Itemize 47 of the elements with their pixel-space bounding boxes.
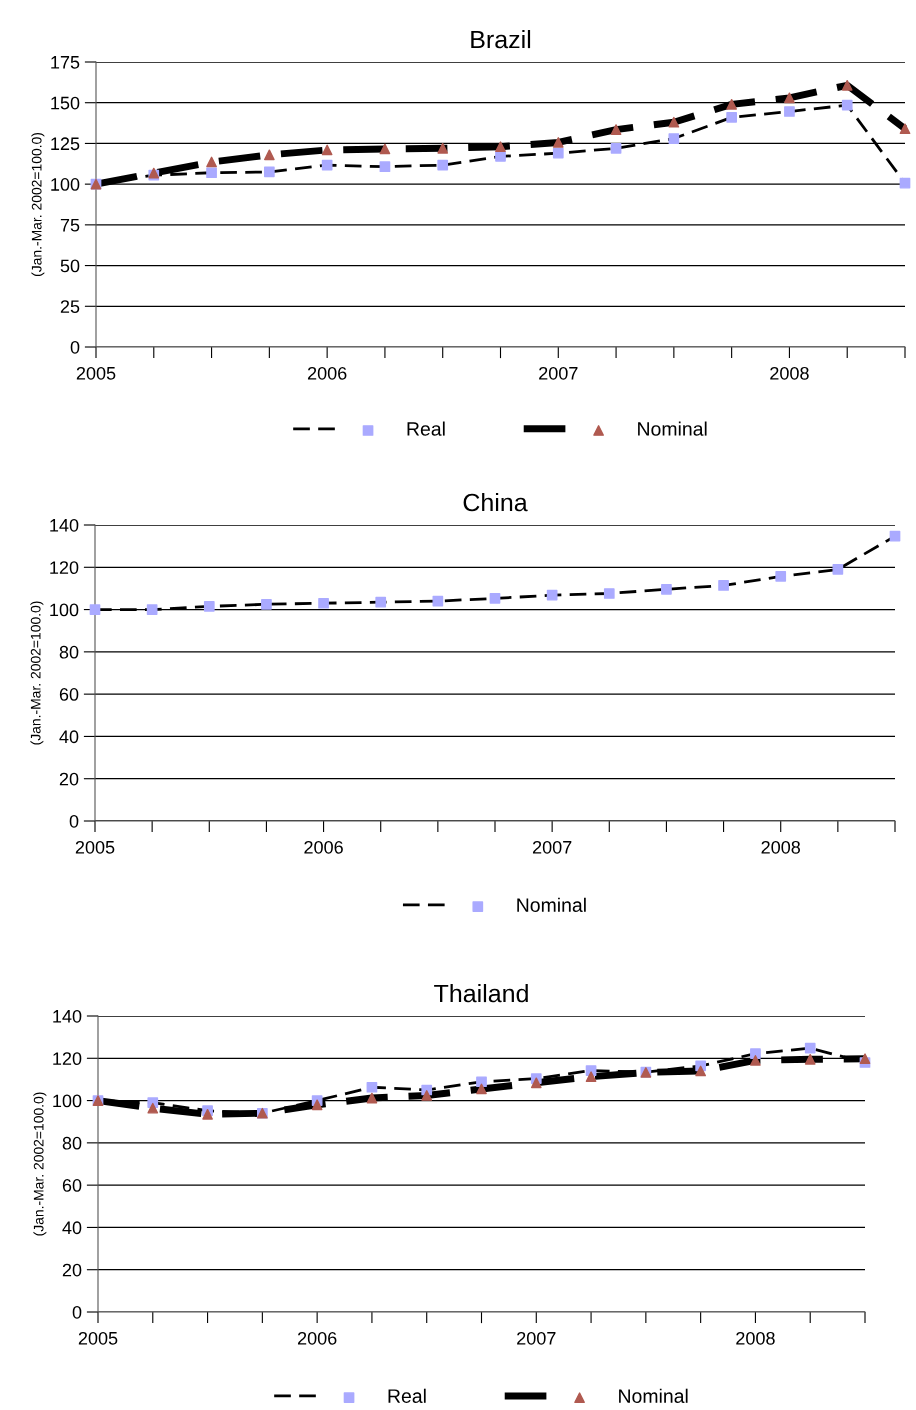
x-tick-label: 2008 xyxy=(736,1331,775,1345)
y-tick-label: 125 xyxy=(51,137,80,151)
legend-label: Nominal xyxy=(619,1388,688,1403)
y-tick-label: 120 xyxy=(50,561,79,575)
x-tick-label: 2006 xyxy=(304,840,343,854)
y-tick-label: 20 xyxy=(59,772,79,786)
y-tick-label: 0 xyxy=(70,340,80,354)
y-tick-label: 60 xyxy=(62,1179,82,1192)
y-tick-label: 60 xyxy=(59,688,79,701)
x-tick-label: 2007 xyxy=(517,1331,556,1345)
y-tick-label: 150 xyxy=(51,96,80,110)
y-tick-label: 75 xyxy=(60,218,80,232)
y-tick-label: 20 xyxy=(62,1263,82,1277)
y-tick-label: 175 xyxy=(51,56,80,69)
x-tick-label: 2008 xyxy=(770,366,809,380)
chart-title: Thailand xyxy=(434,983,528,1003)
x-tick-label: 2008 xyxy=(761,840,801,854)
y-tick-label: 80 xyxy=(59,645,79,659)
chart-title: Brazil xyxy=(471,29,531,49)
legend-label: Real xyxy=(388,1388,426,1403)
x-tick-label: 2006 xyxy=(307,366,347,380)
y-tick-label: 40 xyxy=(59,730,79,744)
legend-label: Nominal xyxy=(638,421,707,436)
x-tick-label: 2006 xyxy=(297,1331,337,1345)
y-tick-label: 100 xyxy=(50,603,79,617)
y-axis-title: (Jan.-Mar. 2002=100.0) xyxy=(33,1092,47,1236)
x-tick-label: 2005 xyxy=(76,366,116,380)
y-tick-label: 140 xyxy=(50,518,79,532)
legend-label: Nominal xyxy=(517,897,586,912)
y-tick-label: 100 xyxy=(51,178,80,191)
y-tick-label: 0 xyxy=(72,1305,82,1319)
y-tick-label: 120 xyxy=(53,1052,82,1066)
y-tick-label: 40 xyxy=(62,1221,82,1235)
chart-title: China xyxy=(463,492,528,512)
y-tick-label: 80 xyxy=(62,1136,82,1150)
y-tick-label: 50 xyxy=(60,259,80,273)
x-tick-label: 2005 xyxy=(75,840,115,854)
y-tick-label: 140 xyxy=(53,1009,82,1023)
y-tick-label: 100 xyxy=(53,1094,82,1108)
x-tick-label: 2005 xyxy=(78,1331,118,1345)
y-tick-label: 25 xyxy=(60,300,80,314)
y-axis-title: (Jan.-Mar. 2002=100.0) xyxy=(31,132,45,277)
legend-label: Real xyxy=(407,421,445,436)
y-tick-label: 0 xyxy=(69,814,79,828)
x-tick-label: 2007 xyxy=(532,840,572,854)
y-axis-title: (Jan.-Mar. 2002=100.0) xyxy=(30,601,44,745)
x-tick-label: 2007 xyxy=(539,366,578,380)
